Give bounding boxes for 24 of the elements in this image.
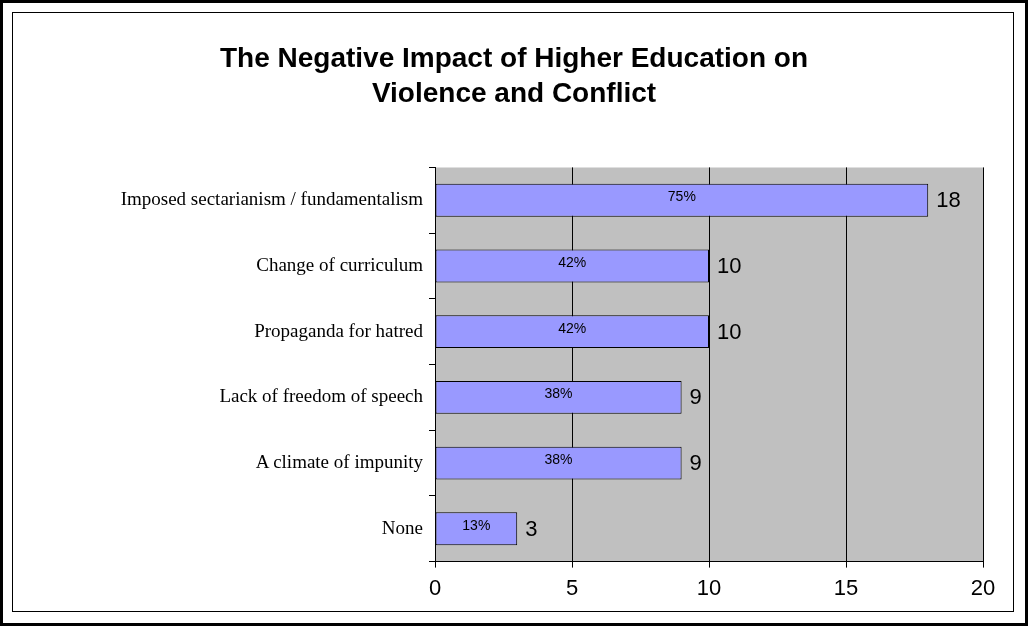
- annotation: 42%: [558, 253, 587, 270]
- data-label: 18: [936, 187, 961, 213]
- x-tick-label: 20: [970, 574, 996, 600]
- x-tick-label: 5: [565, 574, 579, 600]
- data-label: 10: [717, 253, 742, 279]
- annotation: 42%: [558, 319, 587, 336]
- data-label: 3: [525, 515, 538, 541]
- chart-title: The Negative Impact of Higher Education on Violence and Conflict: [218, 41, 810, 110]
- annotation: 75%: [667, 188, 696, 205]
- x-tick-label: 10: [696, 574, 722, 600]
- annotation: 38%: [544, 385, 573, 402]
- y-tick-label: Imposed sectarianism / fundamentalism: [120, 188, 424, 210]
- data-label: 9: [689, 384, 702, 410]
- y-tick-label: A climate of impunity: [255, 451, 424, 473]
- y-tick-label: Propaganda for hatred: [254, 319, 424, 341]
- annotation: 13%: [462, 516, 491, 533]
- data-label: 9: [689, 450, 702, 476]
- data-label: 10: [717, 318, 742, 344]
- annotation: 38%: [544, 450, 573, 467]
- y-tick-label: Lack of freedom of speech: [219, 385, 424, 407]
- y-tick-label: Change of curriculum: [256, 253, 424, 275]
- x-tick-label: 15: [833, 574, 859, 600]
- x-tick-label: 0: [428, 574, 442, 600]
- y-tick-label: None: [381, 516, 423, 538]
